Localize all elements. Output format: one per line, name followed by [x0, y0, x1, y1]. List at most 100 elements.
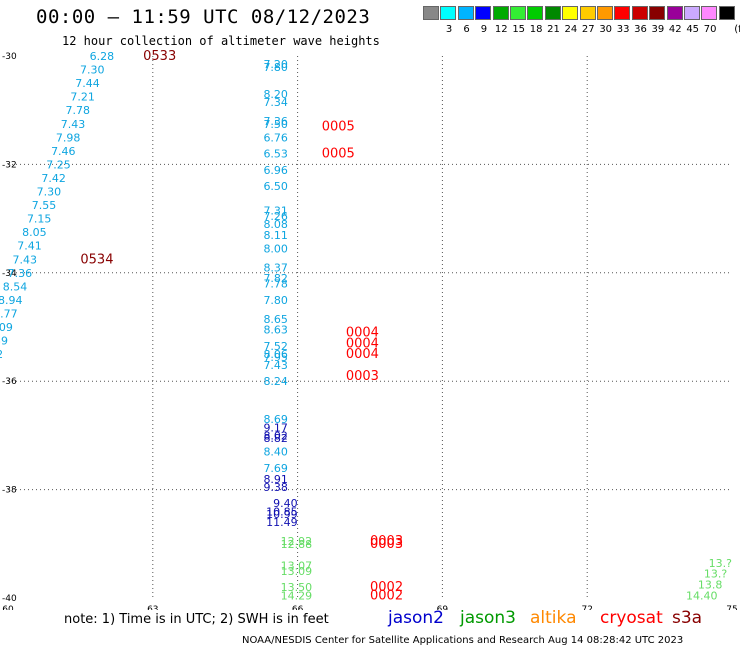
legend-label: 36: [634, 24, 647, 35]
legend-swatch: [684, 6, 700, 20]
data-point-label: 7.41: [17, 240, 42, 253]
data-point-label: 6.53: [263, 148, 288, 161]
legend-swatch: [579, 6, 596, 20]
data-point-label: 14.29: [281, 589, 313, 602]
data-point-label: 7.95: [263, 351, 288, 364]
y-tick-label: -38: [2, 486, 17, 496]
legend-swatch: [544, 6, 561, 20]
data-point-label: 7.21: [70, 91, 95, 104]
data-point-label: 8.94: [0, 294, 22, 307]
x-tick-label: 66: [292, 605, 304, 610]
data-point-label: 7.98: [56, 131, 81, 144]
data-point-label: 7.82: [263, 272, 288, 285]
x-tick-label: 72: [581, 605, 592, 610]
legend-swatch: [510, 6, 526, 20]
legend-swatch: [423, 6, 439, 20]
data-point-label: 8.54: [3, 280, 28, 293]
legend-swatch: [718, 6, 735, 20]
data-point-label: 12.92: [281, 535, 313, 548]
data-point-label: 13.50: [281, 581, 313, 594]
data-point-label: 7.36: [8, 267, 33, 280]
data-point-label: 0003: [346, 369, 379, 384]
legend-unit-label: (ft): [734, 24, 740, 35]
legend-label: 9: [480, 24, 488, 35]
data-point-label: 9.38: [263, 481, 288, 494]
chart-subtitle: 12 hour collection of altimeter wave hei…: [62, 34, 380, 48]
legend-swatch: [492, 6, 509, 20]
legend-swatch: [631, 6, 648, 20]
data-point-label: 8.63: [263, 324, 288, 337]
data-point-label: 12.88: [281, 538, 313, 551]
data-point-label: 13.09: [281, 565, 313, 578]
data-point-label: 0002: [370, 588, 403, 603]
chart-title: 00:00 – 11:59 UTC 08/12/2023: [36, 6, 371, 28]
data-point-label: 7.78: [263, 278, 288, 291]
data-point-label: 8.02: [263, 429, 288, 442]
y-tick-label: -34: [2, 269, 17, 279]
data-point-label: 6.77: [0, 307, 18, 320]
data-point-label: 10.85: [266, 505, 298, 518]
data-point-label: 7.50: [263, 118, 288, 131]
data-point-label: 0005: [322, 119, 355, 134]
satellite-legend-s3a: s3a: [672, 608, 703, 628]
data-point-label: 7.31: [263, 204, 288, 217]
legend-swatch: [440, 6, 457, 20]
data-point-label: 7.52: [263, 340, 288, 353]
data-point-label: 7.72: [0, 348, 3, 361]
data-point-label: 9.40: [273, 497, 298, 510]
legend-label: 39: [651, 24, 665, 35]
legend-label: 18: [529, 24, 543, 35]
data-point-label: 8.08: [263, 218, 288, 231]
satellite-legend-jason3: jason3: [460, 608, 516, 628]
legend-swatch: [649, 6, 666, 20]
legend-label: 3: [445, 24, 453, 35]
legend-swatch: [527, 6, 544, 20]
data-point-label: 8.69: [263, 413, 288, 426]
data-point-label: 7.44: [75, 77, 100, 90]
data-point-label: 8.37: [263, 261, 288, 274]
legend-swatch: [701, 6, 718, 20]
legend-label: 27: [581, 24, 595, 35]
legend-swatch: [597, 6, 613, 20]
data-point-label: 6.28: [90, 50, 115, 63]
legend-label: 15: [512, 24, 526, 35]
data-point-label: 8.11: [263, 229, 288, 242]
data-point-label: 7.30: [37, 186, 62, 199]
data-point-label: 0003: [370, 534, 403, 549]
data-point-label: 7.42: [41, 172, 66, 185]
legend-swatch: [666, 6, 683, 20]
satellite-legend-cryosat: cryosat: [600, 608, 663, 628]
data-point-label: 7.30: [80, 64, 105, 77]
data-point-label: 7.26: [263, 210, 288, 223]
x-tick-label: 69: [437, 605, 449, 610]
data-point-label: 6.96: [263, 164, 288, 177]
data-point-label: 7.15: [27, 213, 52, 226]
data-point-label: 7.46: [51, 145, 76, 158]
data-point-label: 7.43: [263, 359, 288, 372]
data-point-label: 8.06: [263, 348, 288, 361]
satellite-legend-altika: altika: [530, 608, 577, 628]
data-point-label: 13.07: [281, 559, 313, 572]
legend-label: 42: [668, 24, 682, 35]
credit-line: NOAA/NESDIS Center for Satellite Applica…: [242, 635, 684, 646]
legend-label: 24: [564, 24, 578, 35]
y-tick-label: -36: [2, 377, 17, 387]
data-point-label: 7.80: [263, 294, 288, 307]
data-point-label: 0533: [143, 49, 176, 64]
y-tick-label: -32: [2, 160, 17, 170]
legend-label: 6: [463, 24, 470, 35]
data-point-label: 9.17: [263, 421, 288, 434]
data-point-label: 7.80: [263, 61, 288, 74]
data-point-label: 8.91: [263, 473, 288, 486]
data-point-label: 8.65: [263, 313, 288, 326]
data-point-label: 8.82: [263, 432, 288, 445]
data-point-label: 0002: [370, 580, 403, 595]
data-point-label: 13.?: [704, 568, 727, 581]
data-point-label: 7.25: [46, 158, 71, 171]
data-point-label: 7.36: [263, 115, 288, 128]
data-point-label: 8.20: [263, 88, 288, 101]
legend-swatch: [562, 6, 579, 20]
data-point-label: 8.40: [263, 446, 288, 459]
data-point-label: 0004: [346, 336, 379, 351]
